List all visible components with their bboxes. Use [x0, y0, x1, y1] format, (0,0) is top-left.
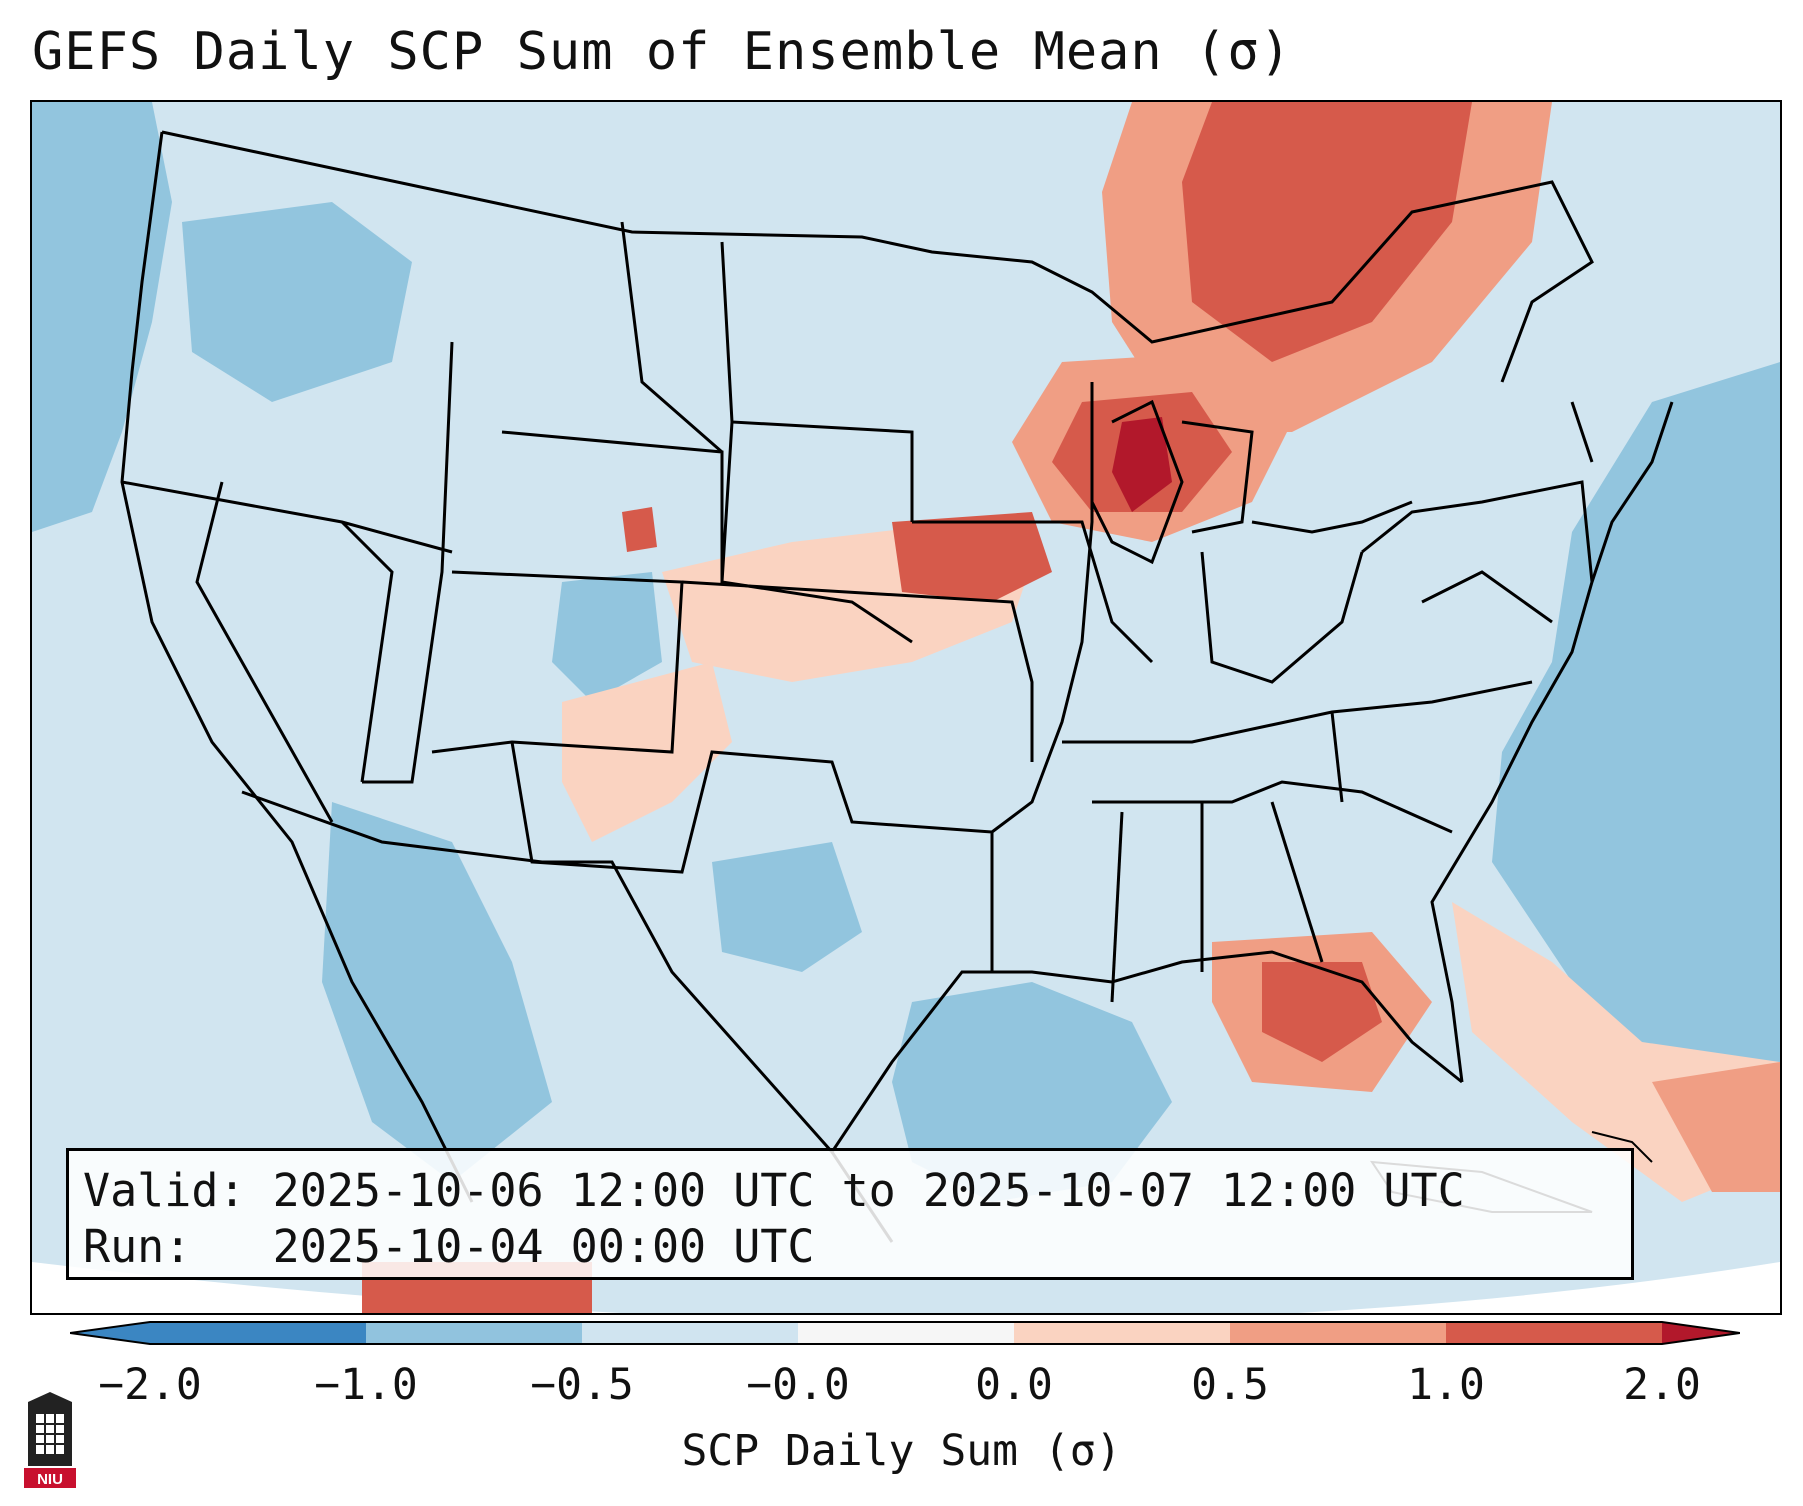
colorbar-extend-high [1662, 1322, 1740, 1344]
colorbar [70, 1321, 1740, 1345]
colorbar-tick-7: 1.0 [1407, 1360, 1485, 1410]
colorbar-tick-8: 2.0 [1623, 1360, 1701, 1410]
colorbar-bin-6 [1230, 1322, 1446, 1344]
mexico-border [241, 790, 894, 1243]
colorbar-tick-4: −0.0 [746, 1360, 850, 1410]
colorado-spot [622, 507, 657, 552]
canada-border [161, 130, 1594, 383]
colorbar-tick-2: −1.0 [314, 1360, 418, 1410]
west-texas-blue [712, 842, 862, 972]
northern-quebec-core [1182, 102, 1472, 362]
colorbar-bin-3 [582, 1322, 798, 1344]
valid-line: Valid: 2025-10-06 12:00 UTC to 2025-10-0… [83, 1164, 1465, 1217]
atlantic-ocean [1492, 362, 1780, 1102]
east-coast [1430, 401, 1674, 1083]
colorbar-bin-1 [150, 1322, 366, 1344]
west-coast [120, 131, 474, 1203]
run-line: Run: 2025-10-04 00:00 UTC [83, 1220, 815, 1273]
valid-time-box: Valid: 2025-10-06 12:00 UTC to 2025-10-0… [66, 1148, 1634, 1280]
pacific-ocean [32, 102, 172, 532]
colorbar-bin-7 [1446, 1322, 1662, 1344]
colorbar-tick-1: −2.0 [98, 1360, 202, 1410]
caribbean-anomaly [1652, 1062, 1780, 1192]
colorbar-outline [70, 1321, 1740, 1345]
eastern-gulf-core [1262, 962, 1382, 1062]
bahamas-outline [1591, 1131, 1653, 1163]
colorbar-tick-3: −0.5 [530, 1360, 634, 1410]
map-panel [30, 100, 1782, 1315]
gulf-coast [830, 950, 1463, 1153]
colorbar-tick-5: 0.0 [975, 1360, 1053, 1410]
colorbar-tick-6: 0.5 [1191, 1360, 1269, 1410]
southwest-anomaly [562, 662, 732, 842]
map-canvas [32, 102, 1780, 1313]
political-borders [120, 130, 1674, 1243]
colorbar-bin-5 [1014, 1322, 1230, 1344]
great-basin-blue [552, 572, 662, 702]
colorbar-bin-4 [798, 1322, 1014, 1344]
pacific-nw-blue [182, 202, 412, 402]
map-title: GEFS Daily SCP Sum of Ensemble Mean (σ) [32, 22, 1292, 82]
niu-logo-band [24, 1468, 76, 1488]
colorbar-bin-2 [366, 1322, 582, 1344]
niu-logo: NIU [24, 1392, 76, 1488]
gulf-of-mexico [892, 982, 1172, 1202]
iowa-anomaly [892, 512, 1052, 602]
colorbar-extend-low [70, 1322, 150, 1344]
colorbar-label: SCP Daily Sum (σ) [681, 1426, 1122, 1476]
mexico-blue [322, 802, 552, 1182]
niu-logo-text: NIU [37, 1471, 63, 1488]
lake-michigan-core [1112, 417, 1172, 512]
